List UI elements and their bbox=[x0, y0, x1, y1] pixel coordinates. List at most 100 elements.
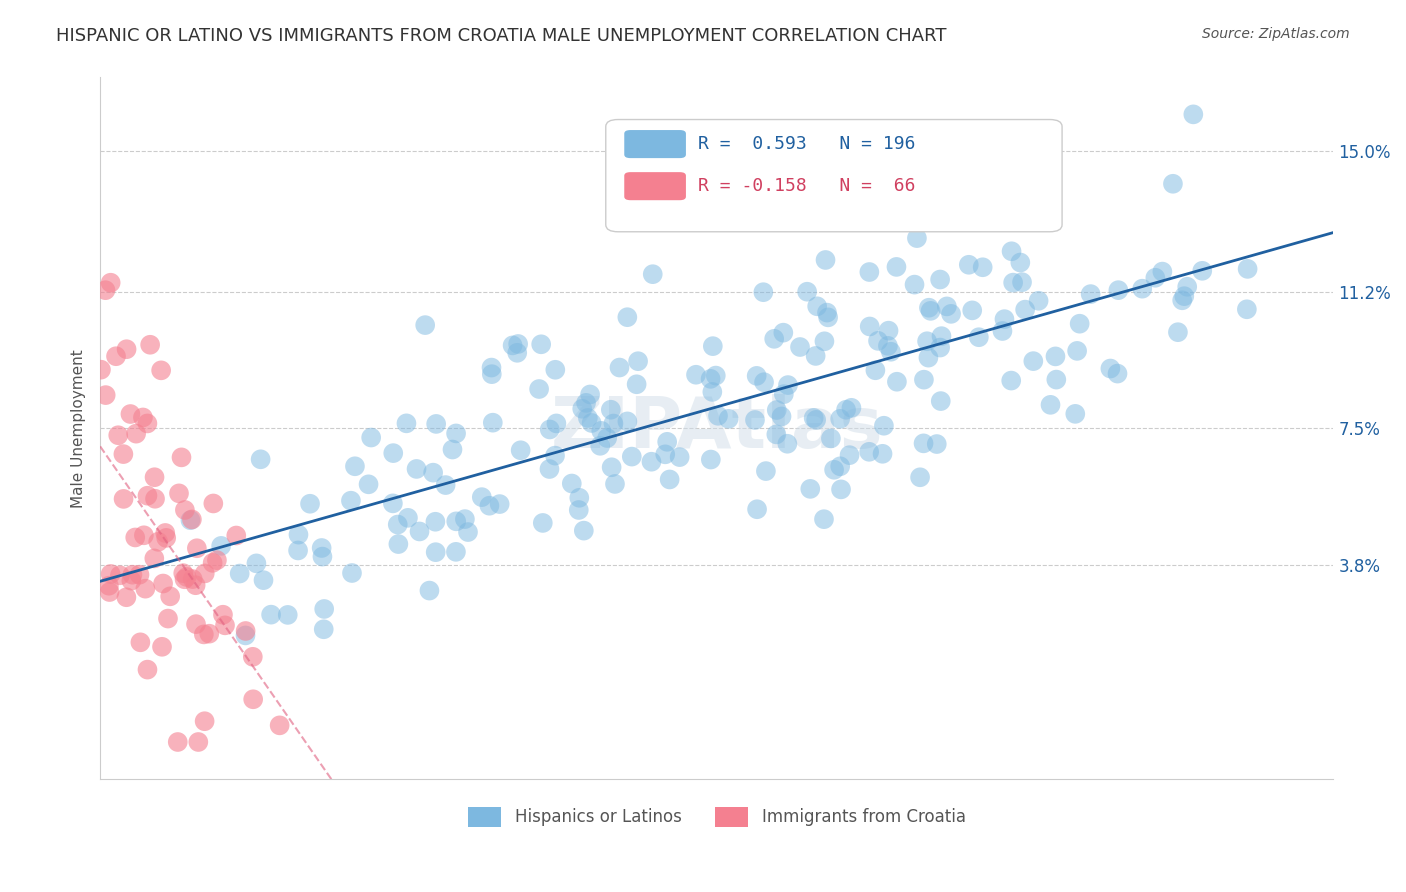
Point bbox=[1099, 361, 1122, 376]
Point bbox=[311, 541, 333, 555]
Legend: Hispanics or Latinos, Immigrants from Croatia: Hispanics or Latinos, Immigrants from Cr… bbox=[461, 800, 972, 834]
Point bbox=[186, 541, 208, 556]
Point bbox=[132, 528, 155, 542]
Point bbox=[108, 568, 131, 582]
Point bbox=[915, 334, 938, 349]
Point bbox=[796, 285, 818, 299]
Point bbox=[929, 394, 952, 409]
Point bbox=[152, 576, 174, 591]
Point bbox=[155, 525, 177, 540]
Point bbox=[1045, 373, 1067, 387]
Point bbox=[180, 512, 202, 526]
Point bbox=[925, 437, 948, 451]
Point bbox=[187, 735, 209, 749]
Point bbox=[752, 285, 775, 300]
Point bbox=[912, 436, 935, 450]
Point bbox=[1011, 275, 1033, 289]
Point bbox=[425, 545, 447, 559]
Point bbox=[609, 360, 631, 375]
Point bbox=[841, 401, 863, 415]
Point bbox=[150, 363, 173, 377]
Point bbox=[1080, 287, 1102, 301]
Point bbox=[872, 447, 894, 461]
Point bbox=[1152, 264, 1174, 278]
Point bbox=[620, 450, 643, 464]
Point bbox=[174, 503, 197, 517]
Point bbox=[136, 489, 159, 503]
Point bbox=[603, 477, 626, 491]
Point bbox=[616, 310, 638, 325]
Point bbox=[136, 663, 159, 677]
Point bbox=[112, 447, 135, 461]
Point bbox=[960, 303, 983, 318]
Point bbox=[179, 513, 201, 527]
Point bbox=[572, 524, 595, 538]
Point bbox=[1161, 177, 1184, 191]
Point bbox=[657, 434, 679, 449]
Point bbox=[1107, 367, 1129, 381]
Point bbox=[838, 448, 860, 462]
Point bbox=[776, 378, 799, 392]
Point bbox=[94, 388, 117, 402]
Point bbox=[803, 411, 825, 425]
Point bbox=[627, 354, 650, 368]
Point bbox=[176, 570, 198, 584]
Point bbox=[702, 339, 724, 353]
Point bbox=[1014, 302, 1036, 317]
Point bbox=[765, 427, 787, 442]
Point bbox=[193, 627, 215, 641]
Point bbox=[755, 464, 778, 478]
Point bbox=[482, 416, 505, 430]
Point bbox=[993, 312, 1015, 326]
Point bbox=[405, 462, 427, 476]
Point bbox=[903, 277, 925, 292]
Point bbox=[820, 431, 842, 445]
Point bbox=[425, 417, 447, 431]
Point bbox=[744, 413, 766, 427]
Point bbox=[970, 156, 993, 170]
Point bbox=[194, 566, 217, 581]
Point bbox=[765, 403, 787, 417]
Point bbox=[917, 351, 939, 365]
Point bbox=[1144, 270, 1167, 285]
Point bbox=[1236, 261, 1258, 276]
Point bbox=[277, 607, 299, 622]
Point bbox=[972, 260, 994, 275]
Point bbox=[707, 409, 730, 423]
Point bbox=[502, 338, 524, 352]
Point bbox=[1064, 407, 1087, 421]
Point bbox=[575, 396, 598, 410]
Point bbox=[626, 377, 648, 392]
Point bbox=[312, 622, 335, 636]
Point bbox=[704, 368, 727, 383]
Point bbox=[830, 412, 852, 426]
Point bbox=[935, 299, 957, 313]
Point bbox=[408, 524, 430, 539]
Point bbox=[835, 402, 858, 417]
Point bbox=[804, 349, 827, 363]
Point bbox=[640, 455, 662, 469]
Point bbox=[444, 426, 467, 441]
Point bbox=[172, 566, 194, 581]
Point bbox=[194, 714, 217, 729]
Point bbox=[1002, 276, 1025, 290]
Point bbox=[94, 283, 117, 297]
Point bbox=[568, 491, 591, 505]
Point bbox=[202, 496, 225, 510]
Point bbox=[225, 528, 247, 542]
Point bbox=[815, 305, 838, 319]
Point bbox=[599, 402, 621, 417]
Point bbox=[198, 626, 221, 640]
Point bbox=[544, 363, 567, 377]
Point bbox=[546, 417, 568, 431]
Point bbox=[387, 537, 409, 551]
Point bbox=[184, 578, 207, 592]
Point bbox=[381, 496, 404, 510]
Point bbox=[589, 439, 612, 453]
Point bbox=[772, 387, 794, 401]
Point bbox=[148, 534, 170, 549]
Point bbox=[830, 483, 852, 497]
Point bbox=[530, 337, 553, 351]
Point bbox=[702, 384, 724, 399]
Point bbox=[143, 551, 166, 566]
